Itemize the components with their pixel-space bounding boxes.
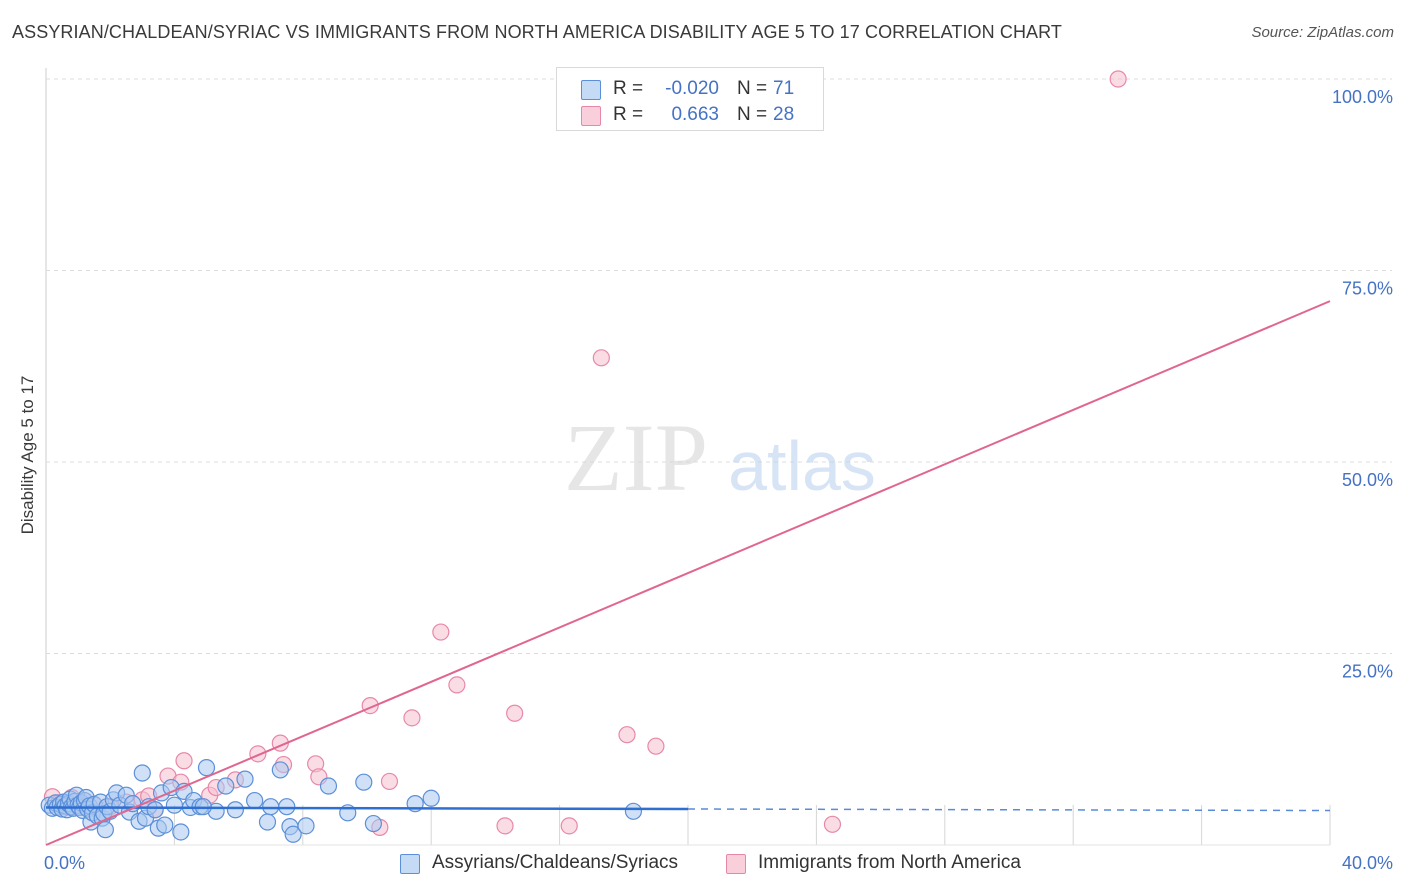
legend-swatch-pink: [581, 106, 601, 126]
point-assyrians: [271, 761, 289, 779]
correlation-legend: R = -0.020 N = 71 R = 0.663 N = 28: [556, 67, 824, 131]
point-assyrians: [319, 777, 338, 795]
legend-r-label: R =: [613, 104, 644, 125]
legend-r-label: R =: [613, 78, 644, 99]
watermark-atlas: atlas: [728, 427, 876, 505]
point-assyrians: [364, 814, 383, 833]
point-assyrians: [226, 801, 244, 819]
point-assyrians: [624, 802, 643, 820]
y-tick-label: 75.0%: [1342, 279, 1393, 299]
point-assyrians: [217, 777, 235, 795]
point-assyrians: [278, 798, 296, 816]
point-immigrants: [647, 737, 665, 755]
y-tick-label: 25.0%: [1342, 662, 1393, 682]
point-assyrians: [197, 759, 216, 777]
point-assyrians: [258, 813, 277, 831]
source-credit: Source: ZipAtlas.com: [1251, 24, 1394, 41]
watermark-zip: ZIP: [564, 404, 708, 511]
series-assyrians-points: [40, 759, 643, 843]
point-immigrants: [175, 752, 193, 770]
legend-r-value: 0.663: [671, 104, 719, 125]
point-assyrians: [165, 796, 183, 814]
y-tick-label: 100.0%: [1332, 87, 1393, 107]
point-immigrants: [380, 772, 399, 791]
point-assyrians: [236, 770, 254, 788]
point-assyrians: [422, 789, 440, 807]
point-assyrians: [156, 816, 174, 834]
point-assyrians: [133, 764, 151, 782]
point-assyrians: [297, 817, 315, 835]
point-immigrants: [432, 623, 450, 641]
point-assyrians: [262, 798, 280, 816]
point-assyrians: [96, 821, 114, 839]
point-assyrians: [284, 825, 302, 843]
bottom-legend-label: Immigrants from North America: [758, 852, 1021, 873]
point-immigrants: [1109, 70, 1127, 88]
legend-row-assyrians: R = -0.020 N = 71: [557, 76, 823, 102]
trend-line-assyrians: [45, 806, 689, 811]
legend-r-value: -0.020: [665, 78, 719, 99]
y-tick-label: 50.0%: [1342, 470, 1393, 490]
axis-ticks: 25.0% 50.0% 75.0% 100.0% 0.0% 40.0%: [44, 87, 1393, 873]
point-immigrants: [403, 709, 421, 727]
point-immigrants: [506, 704, 524, 722]
chart-title: ASSYRIAN/CHALDEAN/SYRIAC VS IMMIGRANTS F…: [12, 22, 1063, 42]
bottom-legend-label: Assyrians/Chaldeans/Syriacs: [432, 852, 679, 873]
legend-n-value: 28: [773, 104, 795, 125]
x-tick-label: 40.0%: [1342, 853, 1393, 873]
point-immigrants: [823, 815, 842, 833]
trend-lines: [45, 300, 1331, 846]
point-immigrants: [618, 726, 636, 744]
legend-n-label: N =: [737, 104, 768, 125]
point-assyrians: [172, 823, 190, 841]
bottom-legend-swatch-blue: [400, 854, 420, 874]
legend-n-label: N =: [737, 78, 768, 99]
legend-n-value: 71: [773, 78, 795, 99]
legend-row-immigrants: R = 0.663 N = 28: [557, 102, 823, 128]
legend-swatch-blue: [581, 80, 601, 100]
trend-line-assyrians-extension: [687, 808, 1331, 812]
trend-line-immigrants: [45, 300, 1331, 846]
point-immigrants: [560, 817, 578, 835]
point-assyrians: [355, 773, 373, 791]
point-immigrants: [496, 817, 514, 835]
x-tick-label: 0.0%: [44, 853, 85, 873]
gridlines: [45, 68, 1392, 846]
point-assyrians: [246, 791, 264, 810]
point-immigrants: [592, 349, 610, 367]
bottom-legend-swatch-pink: [726, 854, 746, 874]
point-immigrants: [448, 676, 466, 694]
point-assyrians: [146, 801, 164, 819]
